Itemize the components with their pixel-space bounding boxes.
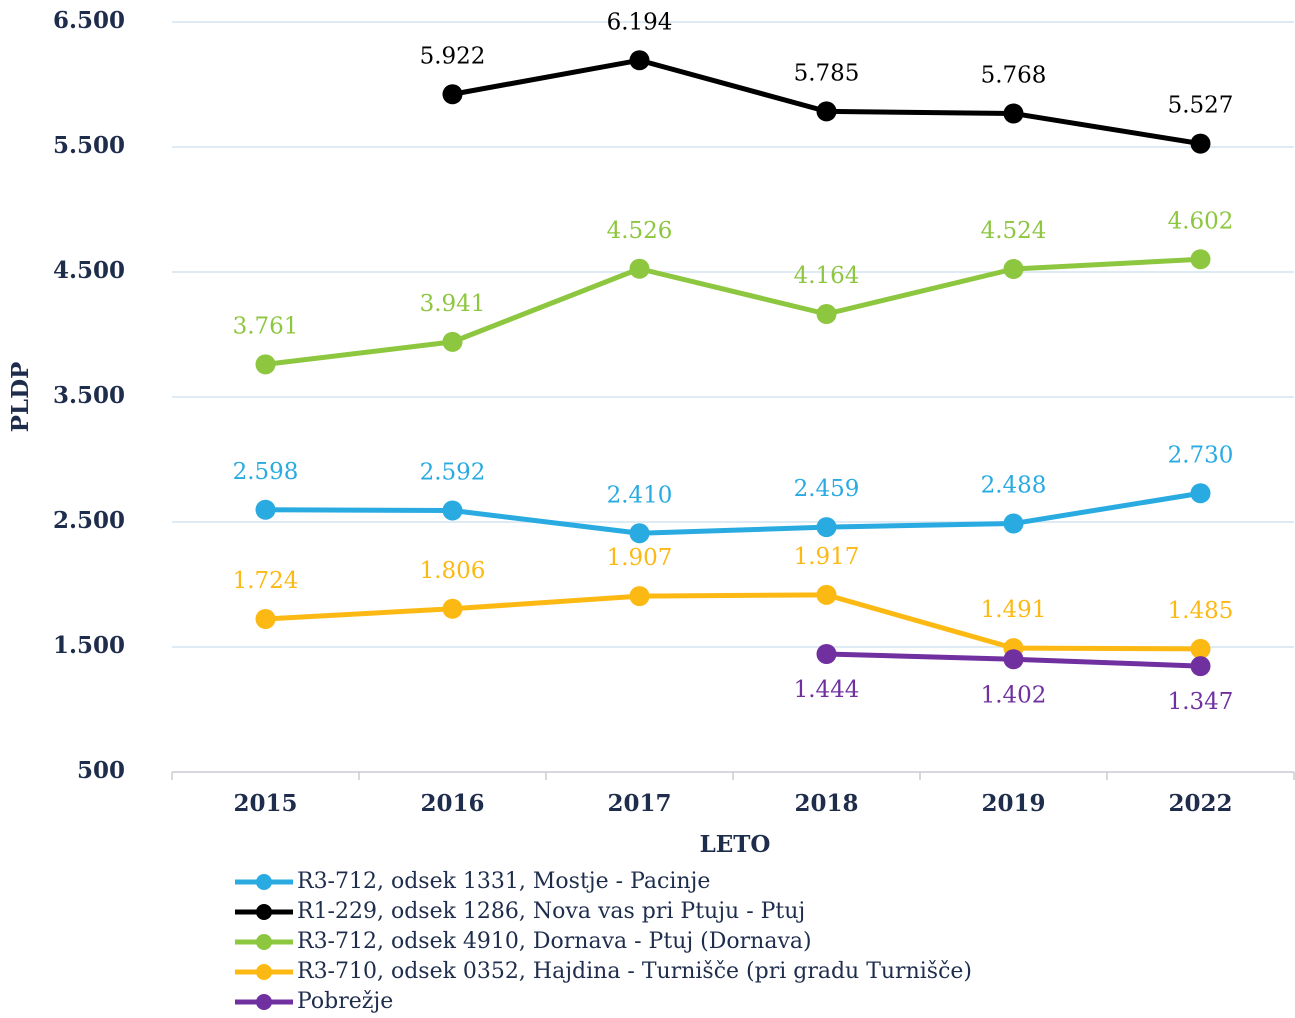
data-point — [629, 586, 650, 607]
x-axis-label: LETO — [700, 831, 771, 858]
data-label: 2.488 — [981, 473, 1047, 499]
data-label: 5.922 — [420, 43, 486, 69]
data-label: 5.527 — [1168, 93, 1234, 119]
data-point — [1003, 103, 1024, 124]
data-point — [255, 499, 276, 520]
legend-label: Pobrežje — [297, 989, 393, 1014]
x-tick-label: 2016 — [420, 790, 484, 817]
data-point — [816, 517, 837, 538]
data-point — [1190, 483, 1211, 504]
data-label: 1.724 — [233, 568, 299, 594]
data-point — [1190, 133, 1211, 154]
series-line — [265, 490, 1201, 536]
x-tick-label: 2018 — [794, 790, 858, 817]
data-point — [816, 101, 837, 122]
x-tick-label: 2019 — [981, 790, 1045, 817]
data-label: 3.941 — [420, 291, 486, 317]
data-point — [1190, 638, 1211, 659]
x-tick-label: 2022 — [1168, 790, 1232, 817]
y-tick-label: 4.500 — [53, 257, 125, 284]
data-point — [816, 304, 837, 324]
data-label: 2.592 — [420, 460, 486, 486]
legend-marker — [256, 934, 272, 950]
legend-marker — [256, 994, 272, 1010]
x-tick-label: 2015 — [233, 790, 297, 817]
data-label: 5.768 — [981, 63, 1047, 89]
data-label: 3.761 — [233, 313, 299, 339]
data-point — [1003, 513, 1024, 534]
data-label: 1.917 — [794, 544, 860, 570]
data-label: 4.602 — [1168, 208, 1234, 234]
y-tick-label: 5.500 — [53, 132, 125, 159]
data-label: 1.491 — [981, 597, 1047, 623]
data-point — [255, 354, 276, 375]
y-tick-label: 6.500 — [53, 7, 125, 34]
data-label: 5.785 — [794, 60, 860, 86]
data-point — [442, 84, 463, 105]
data-label: 4.524 — [981, 218, 1047, 244]
data-label: 4.164 — [794, 263, 860, 289]
data-label: 2.598 — [233, 459, 299, 485]
data-label: 6.194 — [607, 9, 673, 35]
data-point — [1190, 656, 1211, 677]
data-point — [1190, 249, 1211, 270]
y-tick-label: 500 — [77, 757, 125, 784]
data-point — [442, 598, 463, 619]
data-label: 4.526 — [607, 218, 673, 244]
data-point — [442, 331, 463, 352]
y-tick-label: 3.500 — [53, 382, 125, 409]
data-label: 1.347 — [1168, 689, 1234, 715]
data-label: 2.410 — [607, 482, 673, 508]
y-tick-label: 1.500 — [53, 632, 125, 659]
data-point — [629, 258, 650, 279]
series-line — [265, 592, 1201, 652]
series-line — [265, 256, 1201, 367]
data-label: 2.459 — [794, 476, 860, 502]
data-label: 2.730 — [1168, 442, 1234, 468]
data-point — [1003, 259, 1024, 279]
legend-marker — [256, 904, 272, 920]
data-point — [255, 609, 276, 629]
data-point — [442, 500, 463, 521]
data-label: 1.907 — [607, 545, 673, 571]
legend-label: R1-229, odsek 1286, Nova vas pri Ptuju -… — [297, 899, 805, 924]
data-point — [816, 584, 837, 605]
y-axis-label: PLDP — [7, 362, 34, 433]
legend-marker — [256, 874, 272, 890]
data-point — [816, 644, 837, 664]
legend-label: R3-710, odsek 0352, Hajdina - Turnišče (… — [297, 959, 972, 984]
x-tick-label: 2017 — [607, 790, 671, 817]
data-label: 1.485 — [1168, 598, 1234, 624]
data-label: 1.806 — [420, 558, 486, 584]
legend-label: R3-712, odsek 1331, Mostje - Pacinje — [297, 869, 710, 894]
data-label: 1.402 — [981, 682, 1047, 708]
legend-label: R3-712, odsek 4910, Dornava - Ptuj (Dorn… — [297, 929, 812, 954]
data-label: 1.444 — [794, 677, 860, 703]
data-point — [629, 523, 650, 544]
data-point — [629, 50, 650, 71]
y-tick-label: 2.500 — [53, 507, 125, 534]
data-point — [1003, 649, 1024, 670]
legend-marker — [256, 964, 272, 980]
